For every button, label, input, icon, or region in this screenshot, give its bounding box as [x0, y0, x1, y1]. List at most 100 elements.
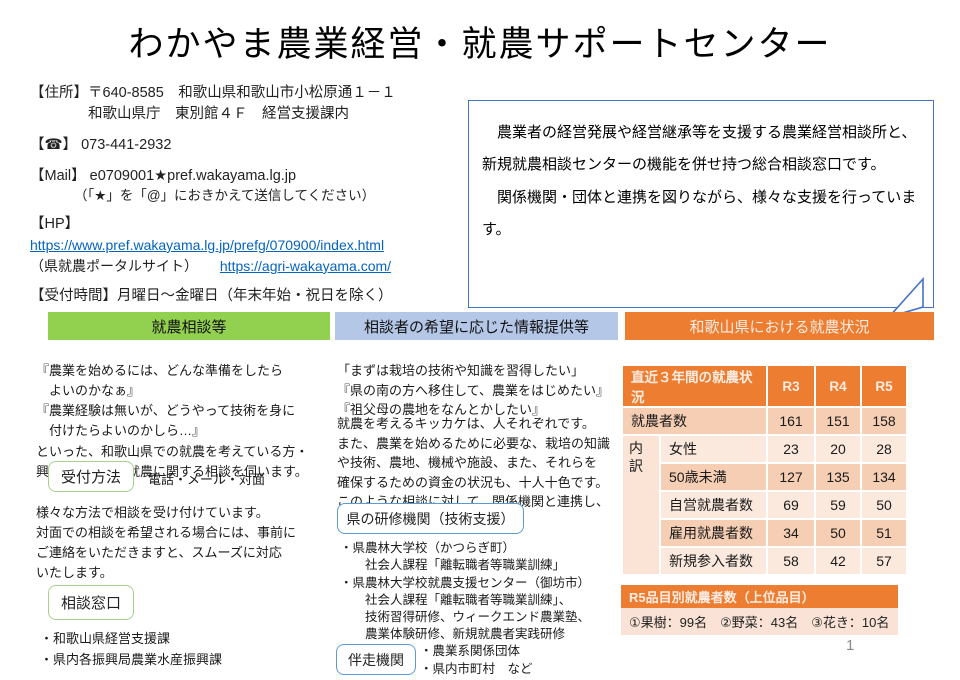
list-item: 技術習得研修、ウィークエンド農業塾、: [340, 610, 591, 624]
training-institution-box: 県の研修機関（技術支援）: [337, 503, 524, 534]
text-line: 付けたらよいのかしら…』: [36, 423, 206, 439]
middle-quotes: 「まずは栽培の技術や知識を習得したい」 『県の南の方へ移住して、農業をはじめたい…: [337, 361, 609, 420]
col-header-r3: R3: [766, 364, 816, 408]
address-line2: 和歌山県庁 東別館４Ｆ 経営支援課内: [88, 105, 349, 122]
cell-value: 20: [814, 434, 862, 464]
cell-value: 50: [860, 490, 908, 520]
table-row: 雇用就農者数 34 50 51: [622, 518, 908, 548]
text-line: といった、和歌山県での就農を考えている方・: [36, 443, 309, 459]
cell-value: 134: [860, 462, 908, 492]
list-item: ・県農林大学校（かつらぎ町）: [340, 541, 516, 555]
intro-paragraph-1: 農業者の経営発展や経営継承等を支援する農業経営相談所と、新規就農相談センターの機…: [482, 124, 917, 174]
list-item: ・県内市町村 など: [420, 662, 533, 677]
row-label: 自営就農者数: [659, 490, 768, 520]
list-item: ・和歌山県経営支援課: [40, 631, 171, 646]
text-line: また、農業を始めるために必要な、栽培の知識: [337, 435, 611, 451]
text-line: 就農を考えるキッカケは、人それぞれです。: [337, 416, 595, 431]
reception-methods: 電話・メール・対面: [148, 472, 266, 487]
produce-ranking-header: R5品目別就農者数（上位品目）: [621, 585, 898, 608]
training-items: ・県農林大学校（かつらぎ町） 社会人課程「離転職者等職業訓練」 ・県農林大学校就…: [340, 540, 590, 644]
cell-value: 59: [814, 490, 862, 520]
text-line: 対面での相談を希望される場合には、事前に: [36, 525, 297, 541]
col-header-r4: R4: [814, 364, 862, 408]
cell-value: 58: [766, 546, 816, 576]
cell-value: 151: [814, 406, 862, 436]
cell-value: 69: [766, 490, 816, 520]
page-number: 1: [846, 637, 855, 654]
phone-icon: 【☎】: [30, 136, 78, 153]
cell-value: 34: [766, 518, 816, 548]
text-line: 『県の南の方へ移住して、農業をはじめたい』: [337, 382, 609, 398]
text-line: いたします。: [36, 565, 113, 581]
intro-callout: 農業者の経営発展や経営継承等を支援する農業経営相談所と、新規就農相談センターの機…: [468, 100, 934, 319]
produce-ranking-values: ①果樹：99名 ②野菜：43名 ③花き：10名: [621, 608, 898, 635]
table-title-cell: 直近３年間の就農状況: [621, 364, 768, 408]
text-line: 『祖父母の農地をなんとかしたい』: [337, 402, 546, 417]
left-paragraph: 様々な方法で相談を受け付けています。 対面での相談を希望される場合には、事前に …: [36, 503, 296, 584]
page-title: わかやま農業経営・就農サポートセンター: [128, 25, 832, 64]
portal-caption: （県就農ポータルサイト）: [30, 257, 198, 274]
cell-value: 51: [860, 518, 908, 548]
table-row: 就農者数 161 151 158: [621, 406, 908, 436]
hp-url-row: https://www.pref.wakayama.lg.jp/prefg/07…: [30, 236, 475, 254]
hp-link[interactable]: https://www.pref.wakayama.lg.jp/prefg/07…: [30, 236, 385, 253]
list-item: 社会人課程「離転職者等職業訓練」、: [340, 592, 572, 607]
text-line: ご連絡をいただきますと、スムーズに対応: [36, 545, 282, 561]
portal-link[interactable]: https://agri-wakayama.com/: [219, 257, 392, 274]
mail-note: （「★」を「@」におきかえて送信してください）: [74, 188, 376, 204]
hp-label: 【HP】: [30, 215, 80, 232]
cell-value: 127: [766, 462, 816, 492]
mail-address: e0709001★pref.wakayama.lg.jp: [89, 167, 297, 184]
section-header-information: 相談者の希望に応じた情報提供等: [335, 312, 618, 340]
partner-items: ・農業系関係団体 ・県内市町村 など: [420, 642, 533, 678]
list-item: ・県内各振興局農業水産振興課: [40, 651, 223, 667]
address-lines: 〒640-8585 和歌山県和歌山市小松原通１－１ 和歌山県庁 東別館４Ｆ 経営…: [88, 84, 396, 124]
section-header-consultation: 就農相談等: [48, 312, 330, 340]
cell-value: 23: [766, 434, 816, 464]
table-row: 新規参入者数 58 42 57: [622, 546, 908, 576]
cell-value: 57: [860, 546, 908, 576]
partner-organization-box: 伴走機関: [336, 644, 416, 675]
section-header-status: 和歌山県における就農状況: [625, 312, 934, 340]
address-line1: 〒640-8585 和歌山県和歌山市小松原通１－１: [88, 85, 396, 101]
intro-paragraph-2: 関係機関・団体と連携を図りながら、様々な支援を行っています。: [482, 188, 917, 238]
text-line: 様々な方法で相談を受け付けています。: [36, 505, 269, 520]
text-line: 確保するための資金の状況も、十人十色です。: [337, 474, 609, 490]
cell-value: 158: [860, 406, 908, 436]
table-header-row: 直近３年間の就農状況 R3 R4 R5: [621, 364, 908, 408]
row-label: 就農者数: [621, 406, 768, 436]
reception-method-box: 受付方法: [48, 461, 134, 492]
table-row: 内訳 女性 23 20 28: [621, 434, 908, 576]
cell-value: 28: [860, 434, 908, 464]
text-line: 『農業経験は無いが、どうやって技術を身に: [36, 403, 296, 419]
address-row: 【住所】 〒640-8585 和歌山県和歌山市小松原通１－１ 和歌山県庁 東別館…: [30, 84, 475, 124]
list-item: ・県農林大学校就農支援センター（御坊市）: [340, 575, 591, 590]
text-line: 『農業を始めるには、どんな準備をしたら: [36, 363, 284, 378]
hours-line1: 月曜日～金曜日（年末年始・祝日を除く）: [117, 288, 393, 305]
hours-label: 【受付時間】: [30, 288, 117, 305]
cell-value: 50: [814, 518, 862, 548]
mail-row: 【Mail】 e0709001★pref.wakayama.lg.jp: [30, 167, 475, 186]
row-label: 雇用就農者数: [659, 518, 768, 548]
col-header-r5: R5: [860, 364, 908, 408]
phone-number: 073-441-2932: [81, 136, 172, 153]
table-row: 自営就農者数 69 59 50: [622, 490, 908, 520]
text-line: よいのかなぁ』: [36, 383, 141, 399]
cell-value: 135: [814, 462, 862, 492]
consultation-window-items: ・和歌山県経営支援課 ・県内各振興局農業水産振興課: [40, 629, 222, 671]
table-row: 50歳未満 127 135 134: [622, 462, 908, 492]
address-label: 【住所】: [30, 85, 88, 101]
row-label: 50歳未満: [659, 462, 768, 492]
text-line: や技術、農地、機械や施設、また、それらを: [337, 455, 598, 470]
list-item: 社会人課程「離転職者等職業訓練」: [340, 558, 566, 573]
farming-status-table: 直近３年間の就農状況 R3 R4 R5 就農者数 161 151 158 内訳 …: [621, 364, 908, 576]
list-item: ・農業系関係団体: [420, 644, 521, 658]
list-item: 農業体験研修、新規就農者実践研修: [340, 627, 566, 642]
row-label: 女性: [659, 434, 768, 464]
contact-block: 【住所】 〒640-8585 和歌山県和歌山市小松原通１－１ 和歌山県庁 東別館…: [30, 84, 475, 330]
text-line: 「まずは栽培の技術や知識を習得したい」: [337, 363, 585, 378]
portal-row: （県就農ポータルサイト） https://agri-wakayama.com/: [30, 257, 475, 275]
consultation-window-box: 相談窓口: [48, 585, 134, 620]
row-label: 新規参入者数: [659, 546, 768, 576]
